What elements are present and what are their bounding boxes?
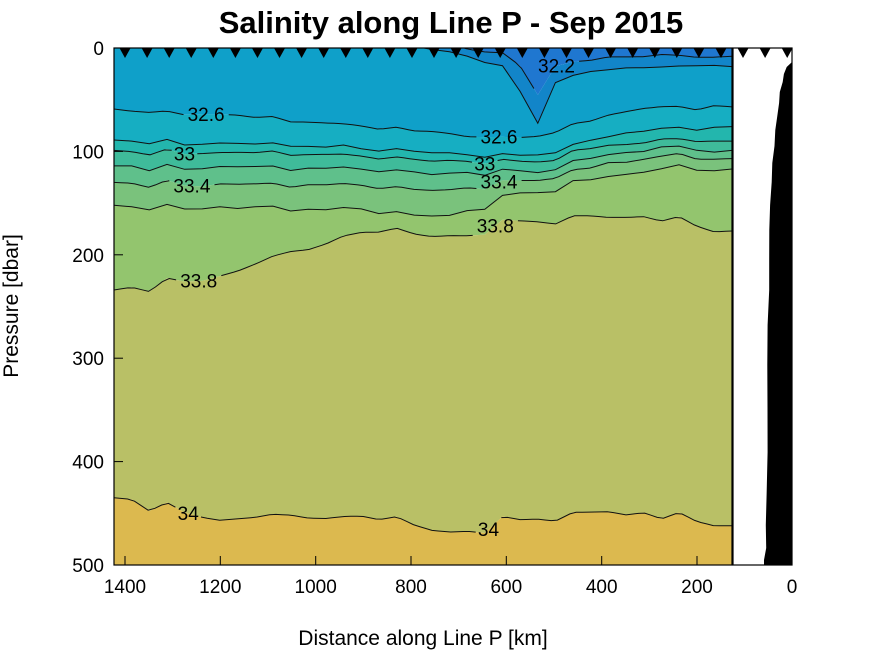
svg-text:33.8: 33.8 (180, 272, 217, 293)
svg-text:33.4: 33.4 (173, 176, 210, 197)
svg-text:33.8: 33.8 (477, 216, 514, 237)
svg-text:33.4: 33.4 (481, 173, 518, 194)
svg-text:32.6: 32.6 (188, 105, 225, 126)
svg-text:34: 34 (478, 520, 500, 541)
svg-text:200: 200 (72, 246, 104, 267)
svg-text:Distance along Line P [km]: Distance along Line P [km] (298, 627, 547, 650)
svg-text:Salinity along Line P - Sep 20: Salinity along Line P - Sep 2015 (219, 5, 684, 40)
svg-text:600: 600 (490, 577, 522, 598)
svg-text:400: 400 (72, 453, 104, 474)
svg-text:33: 33 (174, 145, 195, 166)
svg-text:500: 500 (72, 556, 104, 577)
svg-text:1000: 1000 (295, 577, 337, 598)
svg-text:1400: 1400 (104, 577, 146, 598)
svg-text:200: 200 (681, 577, 713, 598)
svg-text:0: 0 (787, 577, 798, 598)
svg-text:300: 300 (72, 349, 104, 370)
svg-text:100: 100 (72, 142, 104, 163)
svg-text:Pressure [dbar]: Pressure [dbar] (0, 234, 23, 378)
svg-text:800: 800 (395, 577, 427, 598)
svg-text:400: 400 (586, 577, 618, 598)
svg-text:32.2: 32.2 (538, 57, 575, 78)
svg-text:34: 34 (178, 504, 200, 525)
svg-text:32.6: 32.6 (481, 127, 518, 148)
svg-text:1200: 1200 (199, 577, 241, 598)
svg-text:0: 0 (93, 39, 104, 60)
